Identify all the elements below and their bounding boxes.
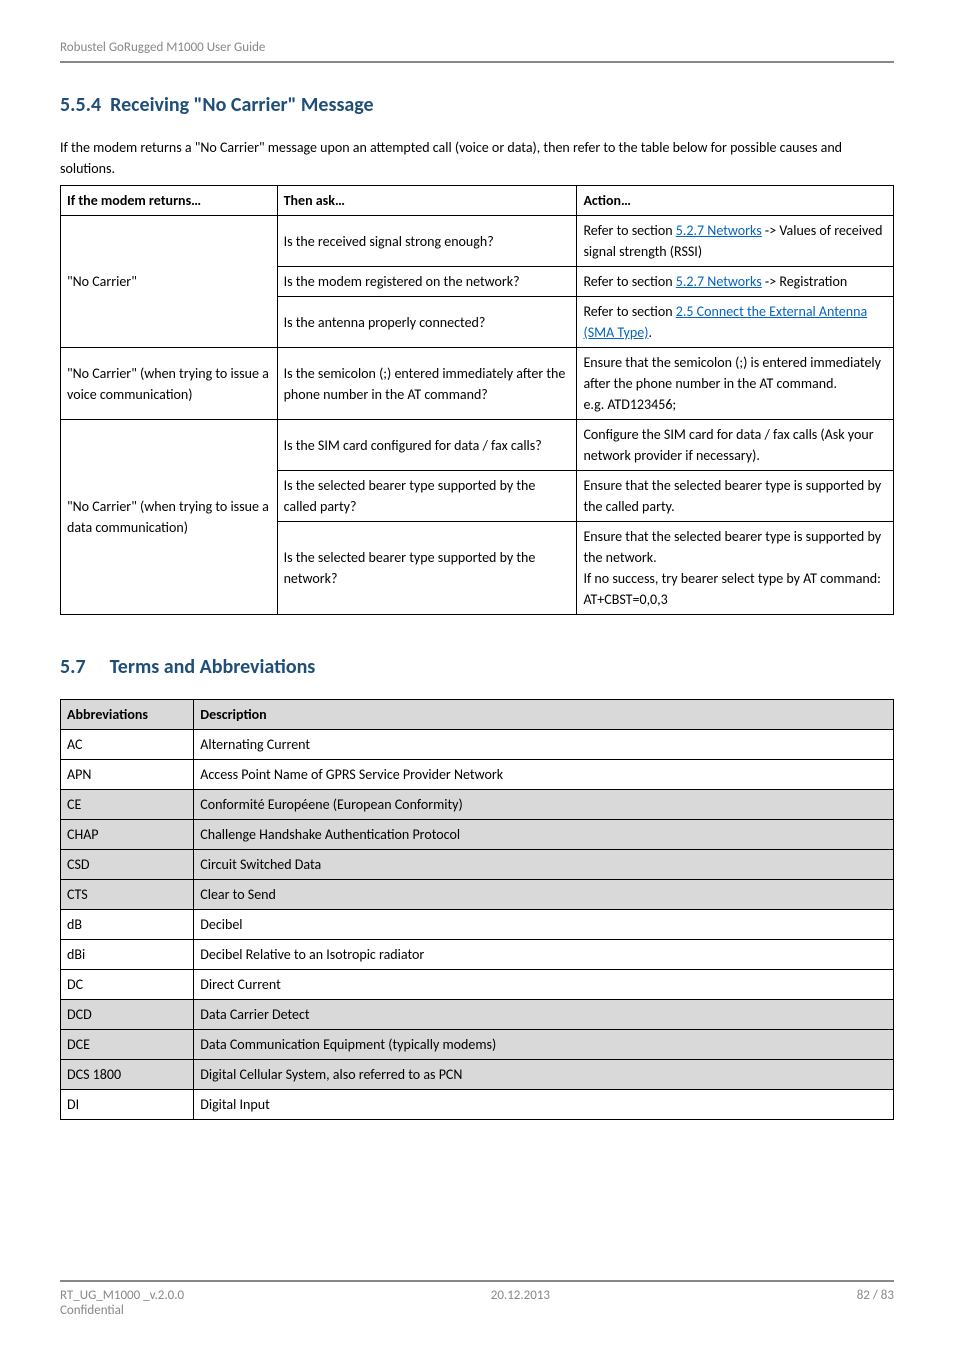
abbr-row: dBiDecibel Relative to an Isotropic radi…: [61, 940, 894, 970]
cell-action: Refer to section 2.5 Connect the Externa…: [577, 297, 894, 348]
cell-abbr: DCE: [61, 1030, 194, 1060]
cell-action: Refer to section 5.2.7 Networks -> Value…: [577, 216, 894, 267]
page-header: Robustel GoRugged M1000 User Guide: [60, 40, 894, 63]
cell-then: Is the semicolon (;) entered immediately…: [277, 348, 577, 420]
cell-abbr: CE: [61, 790, 194, 820]
header-title: Robustel GoRugged M1000 User Guide: [60, 40, 265, 55]
cell-desc: Circuit Switched Data: [194, 850, 894, 880]
abbr-row: DCS 1800Digital Cellular System, also re…: [61, 1060, 894, 1090]
cell-action: Ensure that the selected bearer type is …: [577, 471, 894, 522]
cell-desc: Data Carrier Detect: [194, 1000, 894, 1030]
cell-abbr: APN: [61, 760, 194, 790]
header-if: If the modem returns…: [61, 186, 278, 216]
section-57-title: Terms and Abbreviations: [110, 655, 316, 679]
footer-center: 20.12.2013: [491, 1288, 550, 1303]
table-row: "No Carrier"Is the received signal stron…: [61, 216, 894, 267]
cell-if: "No Carrier" (when trying to issue a dat…: [61, 420, 278, 615]
cell-desc: Alternating Current: [194, 730, 894, 760]
cell-abbr: DCD: [61, 1000, 194, 1030]
cell-abbr: AC: [61, 730, 194, 760]
abbr-row: ACAlternating Current: [61, 730, 894, 760]
footer-right: 82 / 83: [857, 1288, 894, 1303]
table-row: "No Carrier" (when trying to issue a voi…: [61, 348, 894, 420]
cell-then: Is the antenna properly connected?: [277, 297, 577, 348]
no-carrier-table: If the modem returns… Then ask… Action… …: [60, 185, 894, 615]
header-then: Then ask…: [277, 186, 577, 216]
cell-desc: Data Communication Equipment (typically …: [194, 1030, 894, 1060]
cell-if: "No Carrier": [61, 216, 278, 348]
footer-left2: Confidential: [60, 1303, 894, 1318]
cell-then: Is the selected bearer type supported by…: [277, 522, 577, 615]
table-header-row: If the modem returns… Then ask… Action…: [61, 186, 894, 216]
cross-ref-link[interactable]: 2.5 Connect the External Antenna (SMA Ty…: [583, 303, 867, 341]
abbr-row: CHAPChallenge Handshake Authentication P…: [61, 820, 894, 850]
cell-abbr: dB: [61, 910, 194, 940]
cross-ref-link[interactable]: 5.2.7 Networks: [676, 222, 762, 239]
footer-row-1: RT_UG_M1000 _v.2.0.0 20.12.2013 82 / 83: [60, 1288, 894, 1303]
cell-then: Is the received signal strong enough?: [277, 216, 577, 267]
cell-desc: Digital Input: [194, 1090, 894, 1120]
section-57-heading: 5.7 Terms and Abbreviations: [60, 655, 894, 679]
cell-desc: Digital Cellular System, also referred t…: [194, 1060, 894, 1090]
abbr-row: CSDCircuit Switched Data: [61, 850, 894, 880]
cell-desc: Decibel Relative to an Isotropic radiato…: [194, 940, 894, 970]
section-57-number: 5.7: [60, 655, 86, 679]
page-footer: RT_UG_M1000 _v.2.0.0 20.12.2013 82 / 83 …: [60, 1280, 894, 1318]
cell-abbr: dBi: [61, 940, 194, 970]
cell-action: Ensure that the selected bearer type is …: [577, 522, 894, 615]
cell-desc: Direct Current: [194, 970, 894, 1000]
section-554-number: 5.5.4: [60, 93, 101, 117]
cell-abbr: DCS 1800: [61, 1060, 194, 1090]
cell-desc: Access Point Name of GPRS Service Provid…: [194, 760, 894, 790]
cell-action: Refer to section 5.2.7 Networks -> Regis…: [577, 267, 894, 297]
abbr-row: dBDecibel: [61, 910, 894, 940]
abbr-row: DIDigital Input: [61, 1090, 894, 1120]
abbreviations-table: Abbreviations Description ACAlternating …: [60, 699, 894, 1120]
header-abbr: Abbreviations: [61, 700, 194, 730]
header-action: Action…: [577, 186, 894, 216]
cell-abbr: DI: [61, 1090, 194, 1120]
cell-abbr: CTS: [61, 880, 194, 910]
header-desc: Description: [194, 700, 894, 730]
cell-abbr: CHAP: [61, 820, 194, 850]
abbr-row: CTSClear to Send: [61, 880, 894, 910]
cell-if: "No Carrier" (when trying to issue a voi…: [61, 348, 278, 420]
cell-then: Is the SIM card configured for data / fa…: [277, 420, 577, 471]
cell-desc: Challenge Handshake Authentication Proto…: [194, 820, 894, 850]
abbr-row: APNAccess Point Name of GPRS Service Pro…: [61, 760, 894, 790]
section-554-heading: 5.5.4 Receiving "No Carrier" Message: [60, 93, 894, 117]
table-row: "No Carrier" (when trying to issue a dat…: [61, 420, 894, 471]
cross-ref-link[interactable]: 5.2.7 Networks: [676, 273, 762, 290]
abbr-row: DCDirect Current: [61, 970, 894, 1000]
cell-desc: Clear to Send: [194, 880, 894, 910]
cell-desc: Conformité Européene (European Conformit…: [194, 790, 894, 820]
abbr-header-row: Abbreviations Description: [61, 700, 894, 730]
abbr-row: DCDData Carrier Detect: [61, 1000, 894, 1030]
cell-desc: Decibel: [194, 910, 894, 940]
section-554-title: Receiving "No Carrier" Message: [110, 93, 374, 117]
cell-abbr: CSD: [61, 850, 194, 880]
cell-abbr: DC: [61, 970, 194, 1000]
cell-then: Is the modem registered on the network?: [277, 267, 577, 297]
cell-action: Ensure that the semicolon (;) is entered…: [577, 348, 894, 420]
cell-action: Configure the SIM card for data / fax ca…: [577, 420, 894, 471]
footer-left1: RT_UG_M1000 _v.2.0.0: [60, 1288, 184, 1303]
section-554-intro: If the modem returns a "No Carrier" mess…: [60, 137, 894, 179]
abbr-row: CEConformité Européene (European Conform…: [61, 790, 894, 820]
abbr-row: DCEData Communication Equipment (typical…: [61, 1030, 894, 1060]
cell-then: Is the selected bearer type supported by…: [277, 471, 577, 522]
